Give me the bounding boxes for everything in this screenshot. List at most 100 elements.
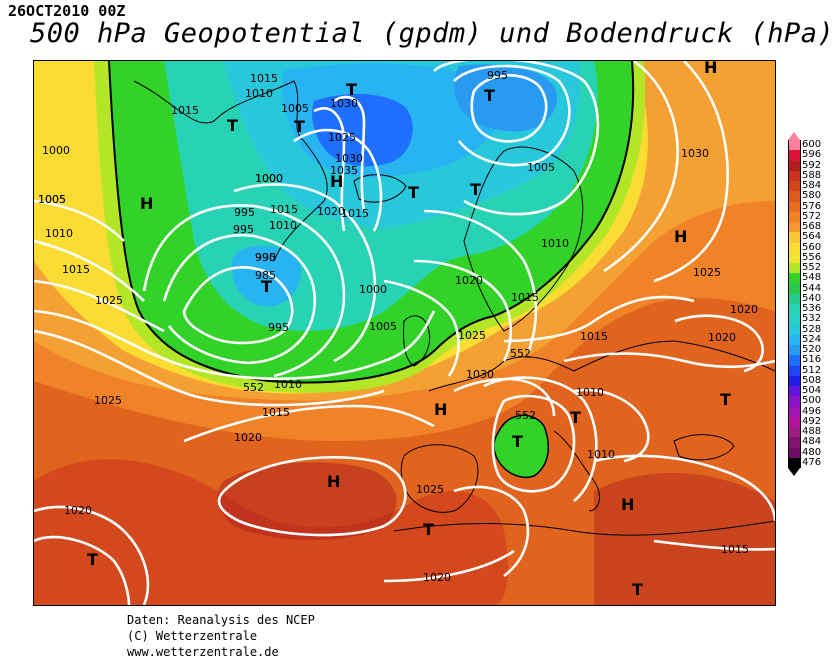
pressure-center-marker: H: [434, 400, 447, 419]
pressure-center-marker: T: [720, 390, 731, 409]
isobar-11: [162, 233, 317, 365]
legend-value-label: 596: [802, 149, 822, 161]
legend-color-swatch: [789, 222, 800, 233]
legend-value-label: 544: [802, 282, 822, 294]
pressure-label: 995: [234, 206, 255, 219]
pressure-label: 1005: [527, 161, 555, 174]
legend-value-label: 516: [802, 354, 822, 366]
legend-color-swatch: [789, 293, 800, 304]
pressure-label: 1030: [335, 152, 363, 165]
pressure-label: 1015: [250, 72, 278, 85]
isobar-23: [453, 377, 556, 417]
isohypse-552: [108, 61, 635, 384]
isobar-18: [453, 64, 571, 167]
legend-value-label: 540: [802, 292, 822, 304]
pressure-label: 1010: [45, 227, 73, 240]
isobar-22: [383, 279, 460, 377]
isobar-30: [483, 376, 598, 503]
pressure-center-marker: H: [704, 61, 717, 77]
legend-value-label: 508: [802, 374, 822, 386]
pressure-label: 1020: [64, 504, 92, 517]
legend-value-label: 524: [802, 333, 822, 345]
isobar-2: [34, 309, 436, 380]
isobar-7: [217, 455, 407, 537]
legend-color-swatch: [789, 406, 800, 417]
isobars: [34, 61, 775, 605]
legend-value-label: 492: [802, 415, 822, 427]
isobar-3: [34, 279, 165, 333]
pressure-center-marker: T: [470, 180, 481, 199]
footer-data-source: Daten: Reanalysis des NCEP: [127, 613, 315, 627]
pressure-center-marker: T: [484, 86, 495, 105]
legend-value-label: 576: [802, 200, 822, 212]
footer: Daten: Reanalysis des NCEP (C) Wetterzen…: [127, 612, 315, 660]
isobar-31: [573, 388, 650, 463]
legend-color-swatch: [789, 355, 800, 366]
isohypse-label: 552: [510, 347, 531, 360]
pressure-center-marker: T: [227, 116, 238, 135]
isobar-24: [503, 295, 695, 343]
legend-value-label: 532: [802, 313, 822, 325]
pressure-label: 1030: [466, 368, 494, 381]
isobar-25: [563, 352, 775, 369]
legend-value-label: 552: [802, 262, 822, 273]
legend-value-label: 476: [802, 456, 822, 468]
pressure-label: 1010: [245, 87, 273, 100]
pressure-center-marker: T: [408, 183, 419, 202]
coast-greenland: [133, 80, 328, 262]
pressure-label: 1005: [38, 193, 66, 206]
legend-value-label: 484: [802, 436, 822, 448]
legend-color-swatch: [789, 457, 800, 468]
pressure-label: 1015: [171, 104, 199, 117]
legend-value-label: 500: [802, 395, 822, 407]
pressure-label: 1015: [262, 406, 290, 419]
warm-dark-central: [217, 462, 397, 541]
legend-color-swatch: [789, 181, 800, 192]
isobar-32: [593, 454, 775, 522]
legend-value-label: 556: [802, 251, 822, 263]
pressure-label: 1025: [458, 329, 486, 342]
pressure-label: 1015: [721, 543, 749, 556]
legend-value-label: 488: [802, 426, 822, 437]
pressure-label: 1015: [62, 263, 90, 276]
isobar-29: [491, 394, 576, 493]
pressure-label: 995: [268, 321, 289, 334]
pressure-label: 1005: [38, 193, 66, 206]
legend-color-swatch: [789, 324, 800, 335]
pressure-label: 1015: [511, 291, 539, 304]
pressure-center-marker: H: [140, 194, 153, 213]
isobar-28: [674, 314, 764, 373]
pressure-label: 1000: [359, 283, 387, 296]
legend-color-swatch: [789, 396, 800, 407]
pressure-label: 1020: [234, 431, 262, 444]
legend-color-swatch: [789, 304, 800, 315]
pressure-center-marker: T: [87, 550, 98, 569]
pressure-label: 1010: [587, 448, 615, 461]
pressure-center-marker: T: [512, 432, 523, 451]
legend-color-swatch: [789, 150, 800, 161]
footer-website-link[interactable]: www.wetterzentrale.de: [127, 645, 279, 659]
legend-value-label: 584: [802, 180, 822, 191]
band-blue: [312, 94, 413, 167]
pressure-label: 990: [255, 251, 276, 264]
legend-arrow-bottom: [788, 468, 800, 476]
isobar-9: [34, 535, 131, 605]
legend-value-label: 568: [802, 221, 822, 232]
isohypse-label: 552: [243, 381, 264, 394]
pressure-label: 1010: [274, 378, 302, 391]
legend-value-label: 592: [802, 159, 822, 171]
band-lightblue-3: [231, 245, 302, 307]
legend-value-label: 512: [802, 364, 822, 376]
coast-blacksea: [673, 434, 735, 461]
legend-arrow-top: [788, 132, 800, 140]
legend-value-label: 504: [802, 385, 822, 396]
isobar-34: [383, 549, 515, 583]
isobar-21: [413, 259, 513, 362]
pressure-label: 995: [255, 251, 276, 264]
weather-map: 1015 1010 1005 1030 1025 1030 1035 1015 …: [33, 60, 776, 606]
map-canvas: 1015 1010 1005 1030 1025 1030 1035 1015 …: [34, 61, 775, 605]
legend-value-label: 560: [802, 241, 822, 253]
legend-color-swatch: [789, 211, 800, 222]
legend-color-swatch: [789, 263, 800, 274]
legend-value-label: 564: [802, 231, 822, 243]
